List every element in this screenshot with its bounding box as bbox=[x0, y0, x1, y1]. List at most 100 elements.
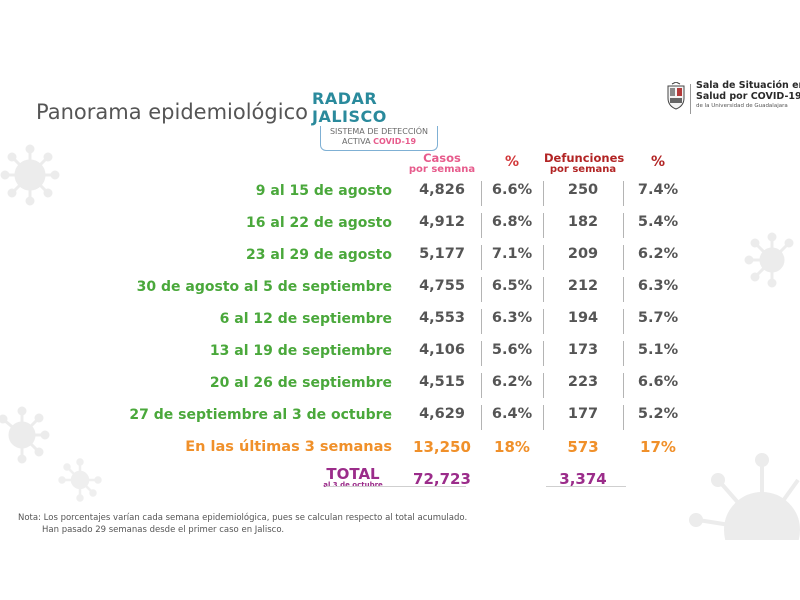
virus-icon bbox=[58, 458, 102, 502]
header-def-sub: por semana bbox=[549, 164, 617, 175]
header-defunciones: Defunciones por semana bbox=[544, 151, 625, 176]
footnote-line2: Han pasado 29 semanas desde el primer ca… bbox=[42, 525, 285, 535]
cell-pct-casos: 6.8% bbox=[491, 214, 533, 230]
header-pct-def: % bbox=[650, 154, 666, 170]
header-casos-sub: por semana bbox=[408, 164, 476, 175]
column-divider bbox=[543, 373, 544, 398]
cell-pct-def: 5.7% bbox=[637, 310, 679, 326]
table-row: 23 al 29 de agosto 5,177 7.1% 209 6.2% bbox=[0, 241, 700, 272]
udg-coat-of-arms-icon bbox=[667, 82, 685, 110]
column-divider bbox=[481, 213, 482, 238]
row-label: 6 al 12 de septiembre bbox=[219, 311, 392, 327]
column-divider bbox=[623, 405, 624, 430]
sala-situacion-logo: Sala de Situación en Salud por COVID-19 … bbox=[666, 80, 800, 120]
cell-defunciones: 209 bbox=[567, 246, 599, 262]
cell-defunciones: 182 bbox=[567, 214, 599, 230]
cell-defunciones: 173 bbox=[567, 342, 599, 358]
column-divider bbox=[623, 213, 624, 238]
row-label: 20 al 26 de septiembre bbox=[209, 375, 392, 391]
page-title: Panorama epidemiológico bbox=[36, 100, 308, 124]
cell-casos: 4,553 bbox=[419, 310, 465, 326]
virus-icon bbox=[689, 453, 800, 540]
cell-casos: 4,755 bbox=[419, 278, 465, 294]
radar-subtitle-box: SISTEMA DE DETECCIÓN ACTIVA COVID-19 bbox=[320, 126, 438, 151]
column-divider bbox=[543, 181, 544, 206]
radar-jalisco-logo: RADAR JALISCO SISTEMA DE DETECCIÓN ACTIV… bbox=[312, 90, 446, 151]
column-divider bbox=[623, 373, 624, 398]
sala-separator bbox=[690, 84, 691, 114]
cell-pct-def: 6.3% bbox=[637, 278, 679, 294]
cell-pct-def: 5.1% bbox=[637, 342, 679, 358]
cell-casos: 4,912 bbox=[419, 214, 465, 230]
header-def-top: Defunciones bbox=[544, 151, 625, 165]
total-casos: 72,723 bbox=[413, 470, 471, 488]
column-divider bbox=[481, 277, 482, 302]
virus-icon bbox=[744, 232, 794, 288]
column-divider bbox=[623, 181, 624, 206]
cell-casos: 4,515 bbox=[419, 374, 465, 390]
cell-defunciones: 250 bbox=[567, 182, 599, 198]
virus-icon bbox=[0, 144, 60, 206]
column-divider bbox=[543, 341, 544, 366]
column-divider bbox=[623, 341, 624, 366]
cell-pct-casos: 6.6% bbox=[491, 182, 533, 198]
row-label: 16 al 22 de agosto bbox=[246, 215, 392, 231]
total-label-main: TOTAL bbox=[326, 465, 380, 483]
cell-pct-def: 5.4% bbox=[637, 214, 679, 230]
cell-defunciones: 212 bbox=[567, 278, 599, 294]
cell-pct-def: 7.4% bbox=[637, 182, 679, 198]
radar-subtitle-activa: ACTIVA bbox=[341, 137, 371, 146]
column-divider bbox=[481, 341, 482, 366]
cell-defunciones: 177 bbox=[567, 406, 599, 422]
summary-pct-casos: 18% bbox=[494, 438, 530, 456]
table-row: 30 de agosto al 5 de septiembre 4,755 6.… bbox=[0, 273, 700, 304]
column-divider bbox=[623, 277, 624, 302]
row-label: 23 al 29 de agosto bbox=[246, 247, 392, 263]
cell-pct-def: 6.2% bbox=[637, 246, 679, 262]
column-divider bbox=[623, 309, 624, 334]
sala-text: Sala de Situación en Salud por COVID-19 … bbox=[696, 80, 800, 110]
header-pct-casos: % bbox=[504, 154, 520, 170]
cell-casos: 4,106 bbox=[419, 342, 465, 358]
cell-defunciones: 194 bbox=[567, 310, 599, 326]
radar-subtitle-covid: COVID-19 bbox=[373, 137, 417, 146]
row-label: 30 de agosto al 5 de septiembre bbox=[136, 279, 392, 295]
cell-casos: 4,629 bbox=[419, 406, 465, 422]
summary-row: En las últimas 3 semanas 13,250 18% 573 … bbox=[0, 433, 700, 464]
column-divider bbox=[543, 277, 544, 302]
total-underline bbox=[326, 486, 466, 487]
column-divider bbox=[543, 245, 544, 270]
column-divider bbox=[543, 309, 544, 334]
table-row: 16 al 22 de agosto 4,912 6.8% 182 5.4% bbox=[0, 209, 700, 240]
sala-line2: Salud por COVID-19 bbox=[696, 91, 800, 102]
radar-subtitle-line2: ACTIVA COVID-19 bbox=[323, 137, 435, 147]
sala-line3: de la Universidad de Guadalajara bbox=[696, 103, 788, 109]
cell-pct-casos: 6.3% bbox=[491, 310, 533, 326]
sala-line1: Sala de Situación en bbox=[696, 80, 800, 91]
column-divider bbox=[481, 181, 482, 206]
radar-subtitle-line1: SISTEMA DE DETECCIÓN bbox=[329, 127, 429, 136]
table-row: 27 de septiembre al 3 de octubre 4,629 6… bbox=[0, 401, 700, 432]
table-row: 6 al 12 de septiembre 4,553 6.3% 194 5.7… bbox=[0, 305, 700, 336]
row-label: 9 al 15 de agosto bbox=[255, 183, 392, 199]
column-divider bbox=[481, 309, 482, 334]
virus-icon bbox=[0, 406, 50, 464]
total-label-sub: al 3 de octubre bbox=[323, 481, 383, 489]
summary-pct-def: 17% bbox=[640, 438, 676, 456]
cell-pct-def: 5.2% bbox=[637, 406, 679, 422]
table-row: 13 al 19 de septiembre 4,106 5.6% 173 5.… bbox=[0, 337, 700, 368]
cell-casos: 5,177 bbox=[419, 246, 465, 262]
column-divider bbox=[481, 405, 482, 430]
column-divider bbox=[543, 405, 544, 430]
column-divider bbox=[623, 245, 624, 270]
cell-pct-casos: 6.4% bbox=[491, 406, 533, 422]
summary-casos: 13,250 bbox=[413, 438, 471, 456]
cell-pct-casos: 7.1% bbox=[491, 246, 533, 262]
cell-pct-casos: 6.2% bbox=[491, 374, 533, 390]
footnote: Nota: Los porcentajes varían cada semana… bbox=[18, 512, 467, 536]
column-divider bbox=[481, 373, 482, 398]
column-divider bbox=[481, 245, 482, 270]
cell-pct-casos: 5.6% bbox=[491, 342, 533, 358]
row-label: 27 de septiembre al 3 de octubre bbox=[129, 407, 392, 423]
radar-title: RADAR JALISCO bbox=[312, 89, 387, 126]
